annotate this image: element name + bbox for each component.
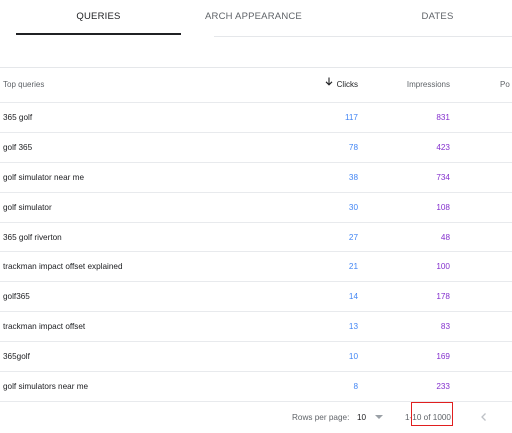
impressions-cell: 108 (436, 202, 450, 212)
table-header: Top queries Clicks Impressions Po (0, 68, 512, 104)
query-cell: trackman impact offset (3, 322, 86, 332)
impressions-cell: 100 (436, 262, 450, 272)
clicks-cell: 38 (348, 172, 358, 182)
rows-per-page-select[interactable]: 10 (357, 413, 367, 422)
query-cell: golf simulator (3, 202, 52, 212)
clicks-cell: 21 (348, 262, 358, 272)
impressions-cell: 169 (436, 352, 450, 362)
header-clicks[interactable]: Clicks (300, 68, 358, 102)
query-cell: golf365 (3, 292, 30, 302)
clicks-cell: 14 (348, 292, 358, 302)
table-row[interactable]: 365 golf 117 831 (0, 102, 512, 132)
clicks-cell: 8 (353, 382, 358, 392)
clicks-cell: 30 (348, 202, 358, 212)
impressions-cell: 233 (436, 382, 450, 392)
header-top-queries: Top queries (3, 80, 45, 89)
clicks-cell: 78 (348, 142, 358, 152)
impressions-cell: 83 (440, 322, 450, 332)
impressions-cell: 48 (440, 232, 450, 242)
query-cell: golf simulator near me (3, 172, 84, 182)
clicks-cell: 117 (344, 113, 358, 122)
query-cell: golf 365 (3, 142, 33, 152)
tab-queries[interactable]: QUERIES (76, 11, 121, 22)
rows-per-page-label: Rows per page: (292, 413, 350, 422)
table-row[interactable]: golf simulator near me 38 734 (0, 161, 512, 192)
active-tab-indicator (16, 33, 181, 35)
impressions-cell: 423 (436, 142, 450, 152)
table-row[interactable]: golf365 14 178 (0, 281, 512, 311)
highlight-box (411, 402, 453, 426)
chevron-left-icon[interactable] (478, 411, 490, 423)
table-row[interactable]: golf 365 78 423 (0, 131, 512, 162)
header-position[interactable]: Po (500, 80, 510, 89)
tab-search-appearance[interactable]: ARCH APPEARANCE (205, 11, 302, 22)
tabs-divider (214, 36, 512, 37)
header-impressions[interactable]: Impressions (406, 80, 450, 89)
dropdown-caret-icon[interactable] (375, 415, 383, 419)
table-top-divider (0, 67, 512, 68)
table-body: 365 golf 117 831 golf 365 78 423 golf si… (0, 102, 512, 401)
pagination-footer: Rows per page: 10 1-10 of 1000 (0, 402, 512, 433)
table-row[interactable]: golf simulator 30 108 (0, 191, 512, 222)
impressions-cell: 734 (436, 172, 450, 182)
table-row[interactable]: trackman impact offset 13 83 (0, 311, 512, 341)
clicks-cell: 13 (348, 322, 358, 332)
clicks-cell: 10 (348, 352, 358, 362)
table-row[interactable]: 365golf 10 169 (0, 341, 512, 371)
table-row[interactable]: 365 golf riverton 27 48 (0, 221, 512, 252)
table-row[interactable]: trackman impact offset explained 21 100 (0, 251, 512, 281)
impressions-cell: 831 (436, 113, 450, 122)
query-cell: 365 golf riverton (3, 232, 62, 242)
impressions-cell: 178 (436, 292, 450, 302)
clicks-cell: 27 (348, 232, 358, 242)
query-cell: trackman impact offset explained (3, 262, 123, 272)
header-clicks-label: Clicks (336, 80, 358, 89)
tab-bar: QUERIES ARCH APPEARANCE DATES (0, 0, 512, 37)
pagination-range: 1-10 of 1000 (405, 413, 451, 422)
query-cell: 365golf (3, 352, 30, 362)
footer-divider (0, 401, 512, 402)
tab-dates[interactable]: DATES (421, 11, 454, 22)
table-row[interactable]: golf simulators near me 8 233 (0, 371, 512, 401)
query-cell: golf simulators near me (3, 382, 89, 392)
query-cell: 365 golf (3, 113, 33, 122)
arrow-down-icon (325, 67, 333, 101)
